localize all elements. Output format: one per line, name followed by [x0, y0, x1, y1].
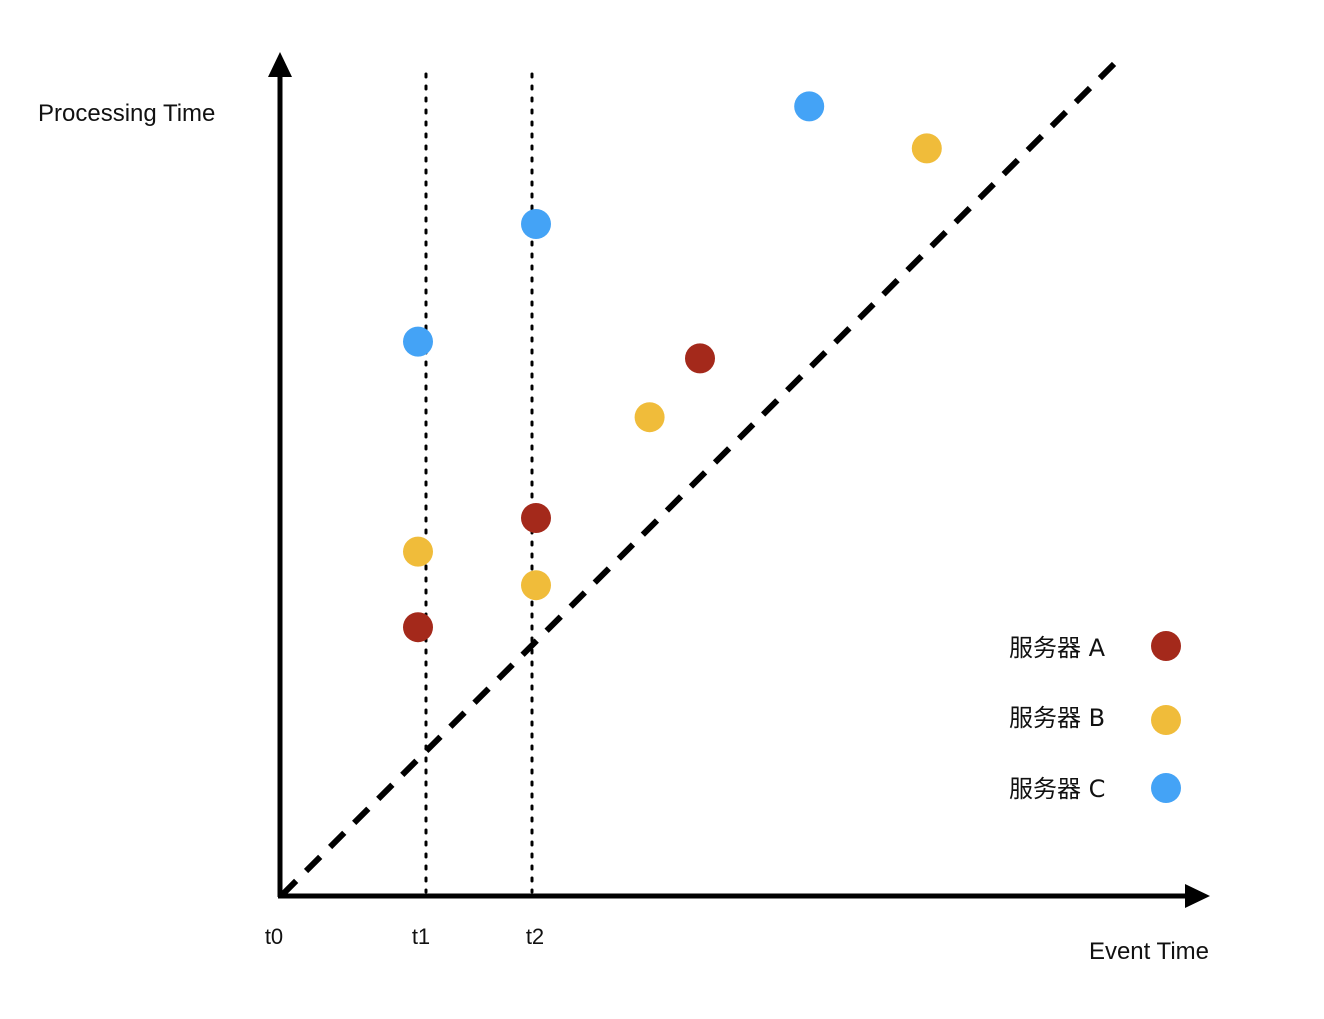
- x-tick-t0: t0: [265, 924, 283, 949]
- legend-label-server-b: 服务器 B: [1009, 704, 1105, 732]
- legend-label-server-a: 服务器 A: [1009, 634, 1106, 662]
- legend-item-server-a: 服务器 A: [1009, 631, 1181, 662]
- legend-swatch-server-a: [1151, 631, 1181, 661]
- point-server-c-2: [403, 326, 433, 357]
- point-server-b-9: [911, 133, 942, 164]
- ideal-diagonal-line: [279, 53, 1125, 898]
- y-axis-arrowhead: [268, 52, 292, 77]
- y-axis-label: Processing Time: [38, 100, 215, 127]
- x-tick-t1: t1: [412, 924, 430, 949]
- x-axis-arrowhead: [1185, 884, 1210, 908]
- point-server-b-3: [521, 570, 551, 601]
- legend-label-server-c: 服务器 C: [1009, 775, 1105, 803]
- legend-item-server-b: 服务器 B: [1009, 704, 1181, 735]
- x-axis-label: Event Time: [1089, 938, 1209, 965]
- point-server-a-4: [521, 503, 551, 533]
- x-tick-t2: t2: [526, 924, 544, 949]
- points-layer: [403, 91, 942, 643]
- legend-swatch-server-c: [1151, 773, 1181, 803]
- point-server-a-7: [685, 343, 715, 374]
- point-server-c-5: [521, 209, 551, 239]
- point-server-b-6: [634, 402, 665, 433]
- legend-swatch-server-b: [1151, 705, 1181, 735]
- point-server-c-8: [794, 91, 825, 122]
- point-server-a-0: [403, 612, 433, 643]
- legend-item-server-c: 服务器 C: [1009, 773, 1181, 803]
- legend: 服务器 A 服务器 B 服务器 C: [1009, 631, 1181, 803]
- point-server-b-1: [403, 536, 433, 567]
